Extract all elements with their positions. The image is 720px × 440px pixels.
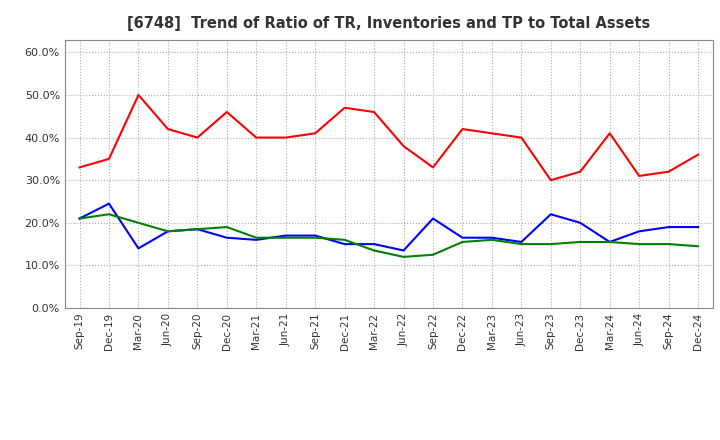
Inventories bbox=[428, 216, 437, 221]
Trade Receivables bbox=[458, 126, 467, 132]
Trade Receivables bbox=[282, 135, 290, 140]
Inventories bbox=[606, 239, 614, 245]
Trade Payables bbox=[635, 242, 644, 247]
Inventories bbox=[370, 242, 379, 247]
Trade Receivables bbox=[487, 131, 496, 136]
Trade Payables bbox=[487, 237, 496, 242]
Trade Payables bbox=[370, 248, 379, 253]
Inventories bbox=[193, 227, 202, 232]
Inventories bbox=[458, 235, 467, 240]
Trade Payables bbox=[428, 252, 437, 257]
Trade Receivables bbox=[341, 105, 349, 110]
Trade Payables bbox=[252, 235, 261, 240]
Trade Payables bbox=[576, 239, 585, 245]
Trade Payables bbox=[399, 254, 408, 260]
Trade Receivables bbox=[428, 165, 437, 170]
Trade Receivables bbox=[370, 110, 379, 115]
Inventories bbox=[635, 229, 644, 234]
Inventories bbox=[341, 242, 349, 247]
Inventories bbox=[399, 248, 408, 253]
Inventories bbox=[694, 224, 703, 230]
Trade Payables bbox=[282, 235, 290, 240]
Inventories bbox=[546, 212, 555, 217]
Trade Payables bbox=[665, 242, 673, 247]
Trade Receivables bbox=[606, 131, 614, 136]
Trade Payables bbox=[193, 227, 202, 232]
Inventories bbox=[75, 216, 84, 221]
Inventories bbox=[487, 235, 496, 240]
Trade Receivables bbox=[75, 165, 84, 170]
Trade Payables bbox=[75, 216, 84, 221]
Trade Receivables bbox=[222, 110, 231, 115]
Trade Receivables bbox=[546, 178, 555, 183]
Trade Payables bbox=[546, 242, 555, 247]
Title: [6748]  Trend of Ratio of TR, Inventories and TP to Total Assets: [6748] Trend of Ratio of TR, Inventories… bbox=[127, 16, 650, 32]
Inventories bbox=[665, 224, 673, 230]
Inventories bbox=[576, 220, 585, 225]
Inventories bbox=[252, 237, 261, 242]
Inventories bbox=[104, 201, 113, 206]
Trade Payables bbox=[517, 242, 526, 247]
Trade Payables bbox=[222, 224, 231, 230]
Trade Receivables bbox=[193, 135, 202, 140]
Inventories bbox=[517, 239, 526, 245]
Trade Receivables bbox=[694, 152, 703, 157]
Trade Payables bbox=[163, 229, 172, 234]
Line: Inventories: Inventories bbox=[79, 204, 698, 250]
Trade Receivables bbox=[104, 156, 113, 161]
Inventories bbox=[134, 246, 143, 251]
Trade Payables bbox=[311, 235, 320, 240]
Trade Payables bbox=[458, 239, 467, 245]
Line: Trade Receivables: Trade Receivables bbox=[79, 95, 698, 180]
Inventories bbox=[222, 235, 231, 240]
Inventories bbox=[311, 233, 320, 238]
Trade Receivables bbox=[163, 126, 172, 132]
Trade Payables bbox=[606, 239, 614, 245]
Trade Receivables bbox=[576, 169, 585, 174]
Trade Payables bbox=[341, 237, 349, 242]
Trade Receivables bbox=[665, 169, 673, 174]
Trade Payables bbox=[694, 244, 703, 249]
Inventories bbox=[282, 233, 290, 238]
Trade Receivables bbox=[311, 131, 320, 136]
Trade Receivables bbox=[399, 143, 408, 149]
Trade Payables bbox=[104, 212, 113, 217]
Trade Receivables bbox=[517, 135, 526, 140]
Trade Receivables bbox=[252, 135, 261, 140]
Line: Trade Payables: Trade Payables bbox=[79, 214, 698, 257]
Trade Receivables bbox=[134, 92, 143, 98]
Inventories bbox=[163, 229, 172, 234]
Trade Payables bbox=[134, 220, 143, 225]
Trade Receivables bbox=[635, 173, 644, 179]
